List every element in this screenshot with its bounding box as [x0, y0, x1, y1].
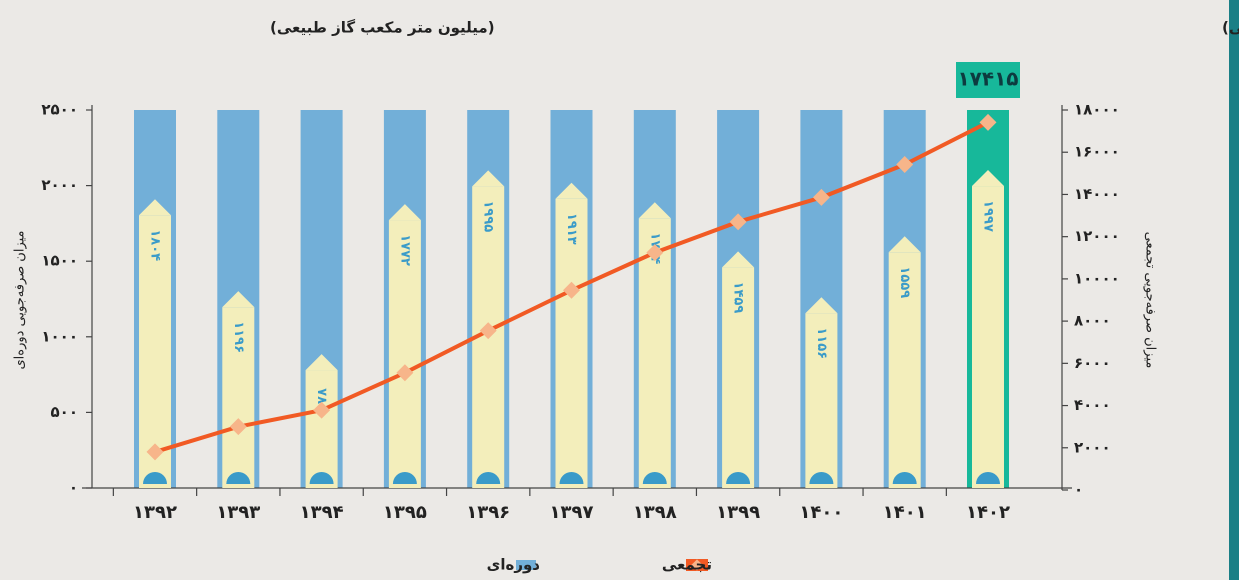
bar-value-label: ۱۴۵۹ — [731, 282, 746, 314]
bar-icon — [143, 472, 167, 484]
y2-tick-label: ۱۲۰۰۰ — [1074, 227, 1120, 245]
x-tick-label: ۱۴۰۰ — [799, 502, 843, 523]
bar-cap — [638, 202, 671, 219]
y-tick-label: ۲۰۰۰ — [41, 176, 78, 194]
bar — [888, 252, 921, 488]
y2-axis-label: میزان صرفه‌جویی تجمعی — [1143, 232, 1158, 369]
bar — [722, 267, 755, 488]
line-marker — [479, 322, 497, 340]
bar-cap — [972, 170, 1004, 187]
bar — [305, 370, 338, 488]
y-tick-label: ۰ — [69, 479, 78, 497]
bar-icon — [976, 472, 1000, 484]
total-box — [956, 62, 1020, 98]
bar-icon — [726, 472, 751, 484]
line-marker — [146, 443, 164, 461]
bar-value-label: ۱۹۹۷ — [981, 200, 996, 232]
legend-label: تجمعی — [662, 556, 712, 574]
line-marker — [229, 418, 247, 436]
bar-cap — [472, 170, 505, 187]
y2-tick-label: ۴۰۰۰ — [1074, 396, 1111, 414]
bar-icon — [642, 472, 667, 484]
unit-left: (میلیون متر مکعب گاز طبیعی) — [270, 19, 495, 37]
y2-tick-label: ۰ — [1074, 481, 1083, 499]
line-marker — [729, 213, 747, 231]
y-tick-label: ۱۰۰۰ — [41, 327, 78, 345]
bar-value-label: ۱۹۱۳ — [564, 213, 579, 245]
bar-icon — [559, 472, 584, 484]
bar-value-label: ۱۹۹۵ — [481, 200, 496, 232]
bar-cap — [388, 204, 421, 221]
y-axis-label: میزان صرفه‌جویی دوره‌ای — [13, 230, 28, 369]
unit-right: (میلیون متر مکعب گاز طبیعی) — [1222, 19, 1239, 37]
bar-cap — [722, 251, 755, 268]
line-marker — [896, 156, 914, 173]
x-tick-label: ۱۳۹۷ — [550, 502, 594, 523]
bar-value-label: ۱۱۵۶ — [814, 327, 829, 359]
total-label: ۱۷۴۱۵ — [957, 67, 1018, 91]
bar-cap — [139, 199, 171, 216]
bar-value-label: ۱۵۵۹ — [897, 266, 912, 298]
y2-tick-label: ۱۰۰۰۰ — [1074, 269, 1120, 287]
bar-icon — [392, 472, 417, 484]
line-marker — [812, 188, 830, 206]
y2-tick-label: ۱۶۰۰۰ — [1074, 143, 1120, 161]
bar-cap — [805, 297, 838, 314]
y2-tick-label: ۱۴۰۰۰ — [1074, 185, 1120, 203]
bar — [638, 218, 671, 488]
x-tick-label: ۱۳۹۳ — [216, 502, 260, 523]
x-tick-label: ۱۳۹۲ — [133, 502, 177, 523]
x-tick-label: ۱۳۹۶ — [466, 502, 510, 523]
y-tick-label: ۲۵۰۰ — [41, 101, 78, 119]
x-tick-label: ۱۴۰۱ — [883, 502, 927, 523]
bar — [388, 220, 421, 488]
bar — [805, 313, 838, 488]
y-tick-label: ۱۵۰۰ — [41, 252, 78, 270]
y-tick-label: ۵۰۰ — [51, 403, 78, 421]
y2-tick-label: ۶۰۰۰ — [1074, 354, 1111, 372]
bar-icon — [476, 472, 501, 484]
bar — [555, 198, 588, 488]
x-tick-label: ۱۳۹۹ — [716, 502, 760, 523]
bar-cap — [555, 182, 588, 199]
bar-value-label: ۱۱۹۶ — [231, 321, 246, 353]
bar-cap — [222, 291, 255, 308]
line-marker — [646, 244, 664, 262]
bar-icon — [809, 472, 834, 484]
legend-swatch — [516, 560, 536, 570]
x-tick-label: ۱۴۰۲ — [966, 502, 1010, 523]
y2-tick-label: ۱۸۰۰۰ — [1074, 101, 1120, 119]
y2-tick-label: ۸۰۰۰ — [1074, 312, 1111, 330]
bar-value-label: ۱۷۷۲ — [397, 234, 412, 266]
bar-cap — [305, 354, 338, 371]
legend-marker — [691, 559, 703, 571]
bar — [972, 186, 1004, 489]
bar-icon — [226, 472, 251, 484]
line-marker — [563, 281, 580, 299]
bar-cap — [888, 236, 921, 253]
line-marker — [979, 113, 997, 131]
x-tick-label: ۱۳۹۸ — [633, 502, 677, 523]
bar — [139, 215, 171, 488]
x-tick-label: ۱۳۹۴ — [300, 502, 344, 523]
y2-tick-label: ۲۰۰۰ — [1074, 438, 1111, 456]
side-stripe — [1229, 0, 1239, 580]
bar-icon — [892, 472, 917, 484]
bar-value-label: ۱۸۰۴ — [148, 229, 163, 261]
line-marker — [313, 401, 331, 419]
x-tick-label: ۱۳۹۵ — [383, 502, 427, 523]
line-marker — [396, 364, 414, 382]
bar — [222, 307, 255, 488]
legend-label: دوره‌ای — [487, 556, 541, 574]
bar-icon — [309, 472, 334, 484]
